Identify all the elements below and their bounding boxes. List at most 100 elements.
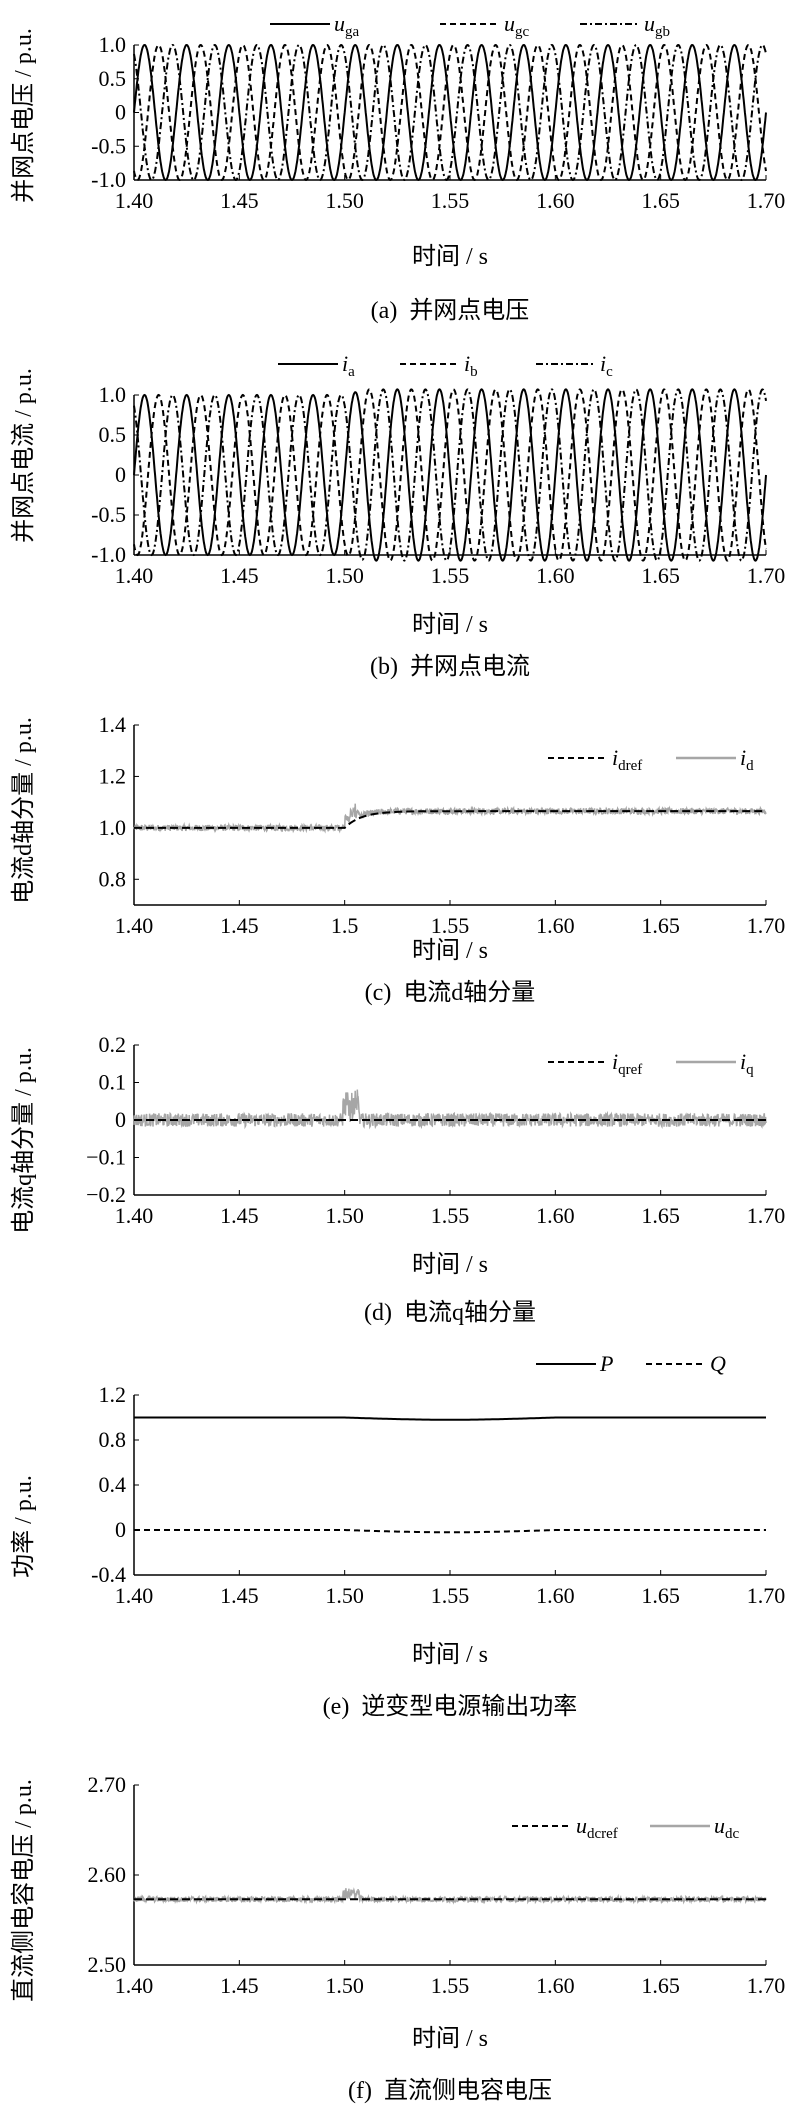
x-tick-label-a-1: 1.45 [220, 188, 259, 213]
legend-sub-f-1: dc [725, 1826, 740, 1842]
y-tick-label-a-0: -1.0 [91, 167, 126, 192]
legend-sub-c-0: dref [618, 758, 642, 774]
x-tick-label-c-1: 1.45 [220, 913, 259, 938]
x-tick-label-e-2: 1.50 [325, 1583, 364, 1608]
x-tick-label-b-3: 1.55 [431, 563, 470, 588]
y-tick-label-b-2: 0 [115, 462, 126, 487]
y-tick-label-b-1: -0.5 [91, 502, 126, 527]
x-tick-label-a-0: 1.40 [115, 188, 154, 213]
series-b-1 [133, 388, 767, 562]
x-tick-label-b-4: 1.60 [536, 563, 575, 588]
chart-f: 1.40 1.45 1.50 1.55 1.60 1.65 1.70 2.50 2.60 2.70… [0, 1740, 800, 2112]
x-tick-label-c-2: 1.5 [331, 913, 359, 938]
legend-label-c-0: idref [612, 745, 642, 774]
series-measured-d [133, 1089, 767, 1130]
chart-d: 1.40 1.45 1.50 1.55 1.60 1.65 1.70 −0.2 −0.1 0 0.1… [0, 1020, 800, 1350]
chart-e: 1.40 1.45 1.50 1.55 1.60 1.65 1.70 -0.4 0 0.4 0.8 1… [0, 1340, 800, 1740]
legend-sub-c-1: d [746, 758, 754, 774]
y-tick-label-e-1: 0 [115, 1517, 126, 1542]
x-tick-label-c-4: 1.60 [536, 913, 575, 938]
chart-c-xlabel: 时间 / s [411, 938, 488, 964]
y-tick-label-e-0: -0.4 [91, 1562, 126, 1587]
x-tick-label-b-2: 1.50 [325, 563, 364, 588]
chart-b-ylabel: 并网点电流 / p.u. [10, 367, 37, 543]
legend-sub-b-2: c [606, 364, 613, 380]
chart-a-caption: (a) 并网点电压 [370, 298, 530, 324]
x-tick-label-f-3: 1.55 [431, 1973, 470, 1998]
x-tick-label-d-3: 1.55 [431, 1203, 470, 1228]
x-tick-label-e-4: 1.60 [536, 1583, 575, 1608]
chart-b: 1.40 1.45 1.50 1.55 1.60 1.65 1.70 -1.0 -0.5 0 0.5… [0, 340, 800, 680]
series-measured-c [133, 803, 767, 834]
legend-label-c-1: id [740, 745, 754, 774]
legend-sub-a-0: ga [345, 24, 360, 40]
chart-d-ylabel: 电流q轴分量 / p.u. [10, 1046, 37, 1234]
chart-a-ylabel: 并网点电压 / p.u. [10, 27, 37, 203]
y-tick-label-d-0: −0.2 [86, 1182, 126, 1207]
chart-d-xlabel: 时间 / s [411, 1252, 488, 1278]
chart-f-xlabel: 时间 / s [411, 2026, 488, 2052]
legend-label-b-2: ic [600, 351, 613, 380]
x-tick-label-e-1: 1.45 [220, 1583, 259, 1608]
legend-label-b-0: ia [342, 351, 355, 380]
legend-label-a-2: ugb [644, 11, 670, 40]
chart-c-plot: 1.40 1.45 1.5 1.55 1.60 1.65 1.70 0.8 1.0 1.2 1.4 i… [99, 712, 786, 938]
series-b-0 [133, 388, 767, 562]
x-tick-label-f-2: 1.50 [325, 1973, 364, 1998]
x-tick-label-a-5: 1.65 [641, 188, 680, 213]
y-tick-label-f-1: 2.60 [88, 1862, 127, 1887]
legend-sub-a-2: gb [655, 24, 670, 40]
legend-sub-b-1: b [470, 364, 478, 380]
y-tick-label-d-3: 0.1 [99, 1070, 127, 1095]
x-tick-label-e-5: 1.65 [641, 1583, 680, 1608]
x-tick-label-d-0: 1.40 [115, 1203, 154, 1228]
legend-sub-b-0: a [348, 364, 355, 380]
x-tick-label-c-5: 1.65 [641, 913, 680, 938]
y-tick-label-b-4: 1.0 [99, 382, 127, 407]
series-b-2 [133, 388, 767, 562]
x-tick-label-a-2: 1.50 [325, 188, 364, 213]
legend-label-f-0: udcref [576, 1813, 618, 1842]
chart-a-plot: 1.40 1.45 1.50 1.55 1.60 1.65 1.70 -1.0 -0.5 0 0.5… [91, 11, 786, 213]
x-tick-label-f-4: 1.60 [536, 1973, 575, 1998]
chart-e-plot: 1.40 1.45 1.50 1.55 1.60 1.65 1.70 -0.4 0 0.4 0.8 1… [91, 1351, 785, 1608]
y-tick-label-b-0: -1.0 [91, 542, 126, 567]
x-tick-label-d-1: 1.45 [220, 1203, 259, 1228]
x-tick-label-a-4: 1.60 [536, 188, 575, 213]
x-tick-label-d-2: 1.50 [325, 1203, 364, 1228]
chart-d-caption: (d) 电流q轴分量 [364, 1300, 536, 1326]
chart-f-plot: 1.40 1.45 1.50 1.55 1.60 1.65 1.70 2.50 2.60 2.70… [88, 1772, 786, 1998]
legend-sub-d-1: q [746, 1062, 754, 1078]
y-tick-label-b-3: 0.5 [99, 422, 127, 447]
chart-b-xlabel: 时间 / s [411, 612, 488, 638]
legend-label-d-1: iq [740, 1049, 754, 1078]
legend-label-e-0: P [599, 1351, 613, 1376]
x-tick-label-f-5: 1.65 [641, 1973, 680, 1998]
y-tick-label-d-2: 0 [115, 1107, 126, 1132]
chart-e-xlabel: 时间 / s [411, 1642, 488, 1668]
legend-label-f-1: udc [714, 1813, 740, 1842]
chart-c: 1.40 1.45 1.5 1.55 1.60 1.65 1.70 0.8 1.0 1.2 1.4 i… [0, 690, 800, 1020]
chart-d-plot: 1.40 1.45 1.50 1.55 1.60 1.65 1.70 −0.2 −0.1 0 0.1… [86, 1032, 786, 1228]
series-measured-f [133, 1887, 767, 1905]
legend-sub-d-0: qref [618, 1062, 642, 1078]
y-tick-label-d-1: −0.1 [86, 1145, 126, 1170]
x-tick-label-c-3: 1.55 [431, 913, 470, 938]
series-e-Q [134, 1529, 766, 1534]
x-tick-label-a-6: 1.70 [747, 188, 786, 213]
chart-f-caption: (f) 直流侧电容电压 [348, 2078, 552, 2104]
x-tick-label-c-0: 1.40 [115, 913, 154, 938]
x-tick-label-f-1: 1.45 [220, 1973, 259, 1998]
x-tick-label-a-3: 1.55 [431, 188, 470, 213]
chart-c-ylabel: 电流d轴分量 / p.u. [10, 716, 37, 904]
x-tick-label-b-1: 1.45 [220, 563, 259, 588]
chart-a: 1.40 1.45 1.50 1.55 1.60 1.65 1.70 -1.0 -0.5 0 0.5… [0, 0, 800, 340]
series-ref-c [134, 810, 766, 829]
legend-sub-a-1: gc [515, 24, 530, 40]
series-e-P [134, 1416, 766, 1421]
legend-sub-f-0: dcref [587, 1826, 618, 1842]
x-tick-label-d-4: 1.60 [536, 1203, 575, 1228]
x-tick-label-d-6: 1.70 [747, 1203, 786, 1228]
y-tick-label-e-4: 1.2 [99, 1382, 127, 1407]
x-tick-label-e-3: 1.55 [431, 1583, 470, 1608]
